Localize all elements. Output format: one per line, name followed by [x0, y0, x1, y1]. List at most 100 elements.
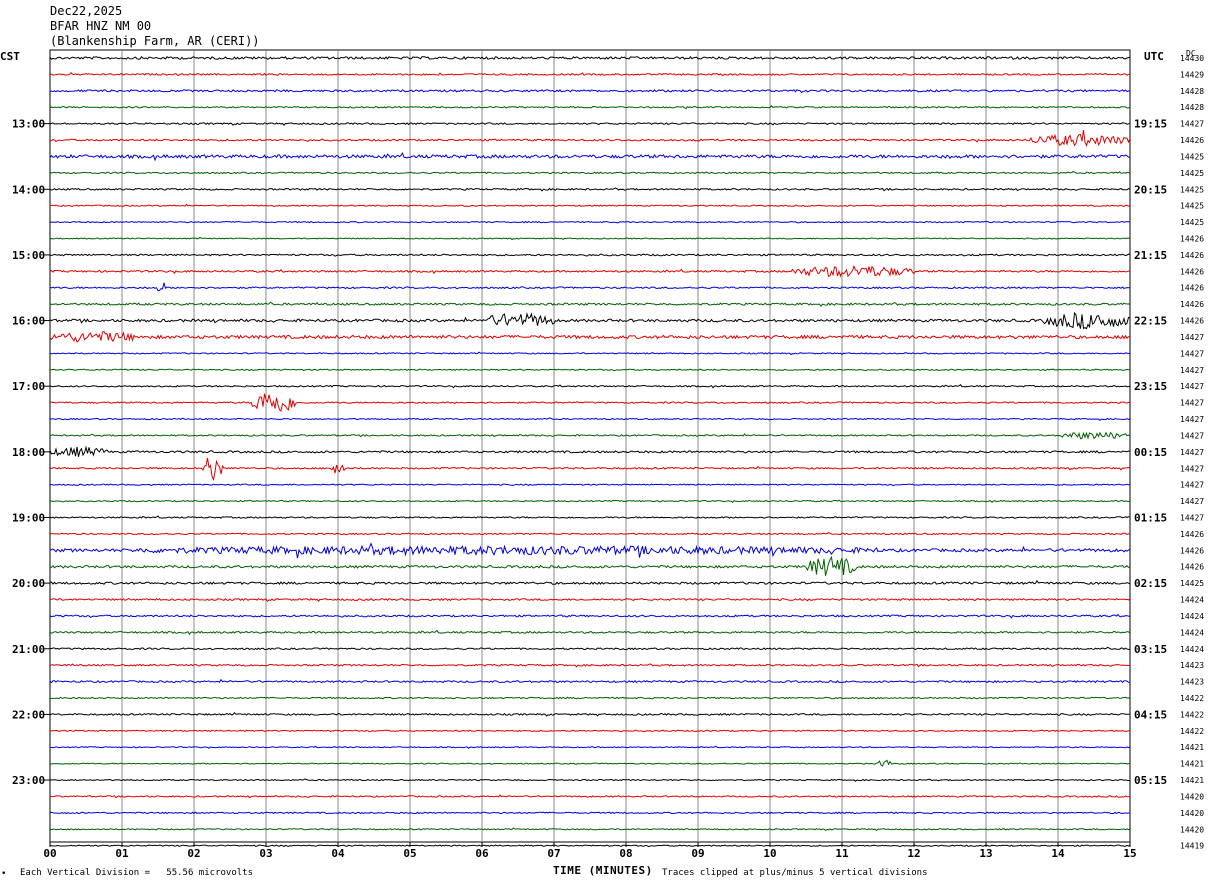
trace-line: [49, 236, 1131, 241]
trace-line: [49, 72, 1131, 76]
cst-hour-label: 21:00: [12, 643, 45, 656]
dc-offset-label: 14427: [1180, 415, 1204, 424]
dc-offset-label: 14421: [1180, 743, 1204, 752]
dc-offset-label: 14422: [1180, 694, 1204, 703]
trace-line: [49, 844, 1131, 848]
dc-offset-label: 14425: [1180, 202, 1204, 211]
utc-hour-label: 19:15: [1134, 118, 1167, 131]
dc-offset-header: DC: [1186, 49, 1196, 58]
dc-offset-label: 14419: [1180, 842, 1204, 851]
trace-line: [49, 384, 1131, 389]
trace-line: [49, 417, 1131, 421]
trace-line: [49, 579, 1131, 586]
dc-offset-label: 14426: [1180, 284, 1204, 293]
trace-line: [49, 678, 1131, 684]
utc-hour-label: 23:15: [1134, 380, 1167, 393]
trace-line: [49, 499, 1131, 504]
x-tick-label: 09: [691, 847, 704, 860]
utc-hour-label: 00:15: [1134, 446, 1167, 459]
x-tick-label: 12: [907, 847, 920, 860]
trace-line: [49, 187, 1131, 192]
trace-line: [49, 89, 1131, 94]
trace-line: [49, 351, 1131, 356]
trace-line: [49, 203, 1131, 207]
dc-offset-label: 14424: [1180, 645, 1204, 654]
trace-line: [50, 253, 1131, 257]
trace-line: [49, 171, 1131, 175]
trace-line: [49, 220, 1131, 224]
trace-line: [50, 597, 1131, 603]
dc-offset-label: 14430: [1180, 54, 1204, 63]
dc-offset-label: 14425: [1180, 185, 1204, 194]
dc-offset-label: 14426: [1180, 317, 1204, 326]
trace-line: [49, 105, 1131, 110]
cst-hour-label: 17:00: [12, 380, 45, 393]
trace-line: [49, 696, 1131, 700]
x-tick-label: 02: [187, 847, 200, 860]
dc-offset-label: 14422: [1180, 727, 1204, 736]
header-date: Dec22,2025: [50, 4, 123, 18]
trace-line: [50, 663, 1131, 668]
dc-offset-label: 14427: [1180, 448, 1204, 457]
trace-line: [49, 515, 1131, 519]
dc-offset-label: 14427: [1180, 349, 1204, 358]
x-tick-label: 04: [331, 847, 345, 860]
trace-line: [49, 457, 1131, 481]
dc-offset-label: 14427: [1180, 366, 1204, 375]
cst-hour-label: 22:00: [12, 708, 45, 721]
dc-offset-label: 14427: [1180, 497, 1204, 506]
x-tick-label: 06: [475, 847, 489, 860]
dc-offset-label: 14426: [1180, 546, 1204, 555]
x-tick-label: 01: [115, 847, 129, 860]
dc-offset-label: 14427: [1180, 481, 1204, 490]
trace-line: [49, 794, 1131, 799]
dc-offset-label: 14426: [1180, 251, 1204, 260]
scale-note: Each Vertical Division = 55.56 microvolt…: [20, 868, 253, 878]
dc-offset-label: 14425: [1180, 579, 1204, 588]
trace-line: [49, 811, 1131, 815]
dc-offset-label: 14426: [1180, 300, 1204, 309]
dc-offset-label: 14428: [1180, 87, 1204, 96]
dc-offset-label: 14426: [1180, 235, 1204, 244]
trace-line: [49, 431, 1131, 440]
trace-line: [49, 368, 1130, 372]
cst-hour-label: 16:00: [12, 315, 45, 328]
dc-offset-label: 14424: [1180, 612, 1204, 621]
left-timezone-label: CST: [0, 50, 20, 63]
dc-offset-label: 14429: [1180, 70, 1204, 79]
trace-line: [49, 55, 1131, 61]
trace-line: [49, 555, 1131, 576]
x-tick-label: 10: [763, 847, 776, 860]
clip-note: Traces clipped at plus/minus 5 vertical …: [662, 868, 928, 878]
x-tick-label: 13: [979, 847, 992, 860]
trace-line: [50, 745, 1131, 749]
x-tick-label: 07: [547, 847, 560, 860]
dc-offset-label: 14423: [1180, 678, 1204, 687]
dc-offset-label: 14427: [1180, 431, 1204, 440]
cst-hour-label: 14:00: [12, 183, 45, 196]
cst-hour-label: 19:00: [12, 511, 45, 524]
x-tick-label: 08: [619, 847, 632, 860]
cst-hour-label: 13:00: [12, 118, 45, 131]
dc-offset-label: 14424: [1180, 628, 1204, 637]
trace-line: [49, 729, 1131, 733]
header-location: (Blankenship Farm, AR (CERI)): [50, 34, 260, 48]
utc-hour-label: 04:15: [1134, 708, 1167, 721]
trace-line: [49, 311, 1131, 330]
utc-hour-label: 20:15: [1134, 183, 1167, 196]
trace-line: [49, 542, 1131, 559]
cst-hour-label: 23:00: [12, 774, 45, 787]
dc-offset-label: 14424: [1180, 596, 1204, 605]
dc-offset-label: 14426: [1180, 563, 1204, 572]
dc-offset-label: 14425: [1180, 152, 1204, 161]
header-station: BFAR HNZ NM 00: [50, 19, 152, 33]
x-tick-label: 05: [403, 847, 416, 860]
dc-offset-label: 14427: [1180, 333, 1204, 342]
trace-line: [49, 151, 1131, 162]
trace-line: [49, 331, 1130, 343]
dc-offset-label: 14420: [1180, 809, 1204, 818]
trace-line: [49, 264, 1131, 278]
right-timezone-label: UTC: [1144, 50, 1164, 63]
dc-offset-label: 14421: [1180, 760, 1204, 769]
